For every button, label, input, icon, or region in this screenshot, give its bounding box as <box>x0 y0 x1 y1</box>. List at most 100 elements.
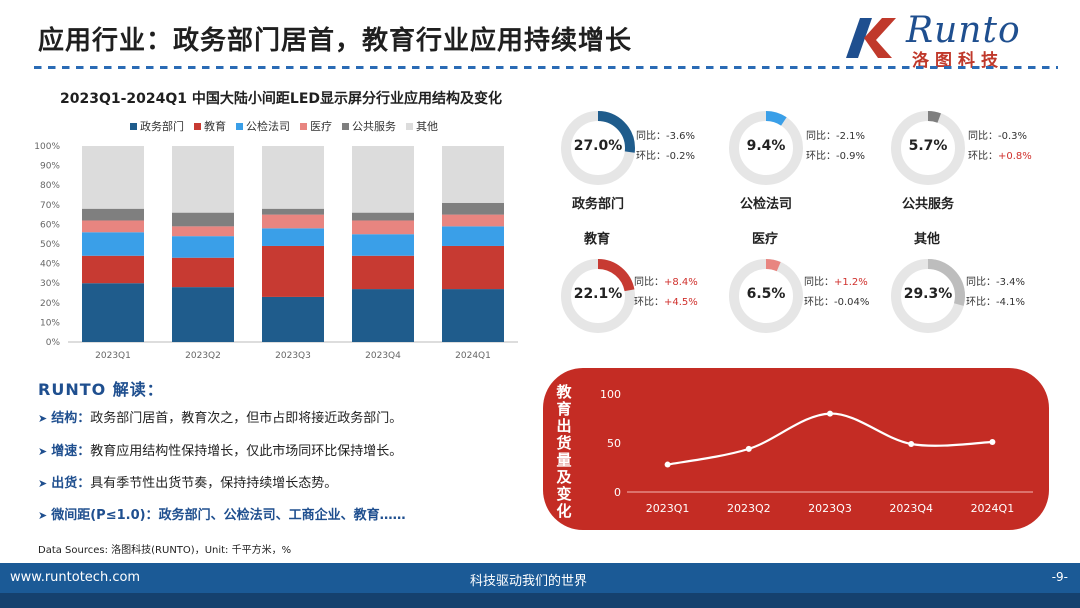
donut-arc <box>891 259 965 333</box>
education-chart-title: 教育出货量及变化 <box>556 383 572 520</box>
donut-name: 教育 <box>584 232 611 247</box>
bar-segment <box>262 214 324 229</box>
footer-url[interactable]: www.runtotech.com <box>10 570 141 585</box>
education-shipment-panel: 教育出货量及变化 0 50 100 2023Q1 2023Q2 2023Q3 2023Q4 2… <box>543 368 1049 530</box>
qoq-stat: 环比：-0.04% <box>804 297 870 308</box>
qoq-stat: 环比：-0.9% <box>806 151 866 162</box>
legend-swatch <box>194 122 201 130</box>
y-tick-label: 100% <box>34 142 60 152</box>
interpretation-bullet: ➤ 增速：教育应用结构性保持增长，仅此市场同环比保持增长。 <box>38 440 402 459</box>
bar-segment <box>172 212 234 227</box>
donut-arc <box>729 111 803 185</box>
footer-band <box>0 563 1080 593</box>
bullet-text: 政务部门居首，教育次之，但市占即将接近政务部门。 <box>90 411 403 426</box>
yoy-stat: 同比：+1.2% <box>804 277 868 288</box>
y-tick-label: 20% <box>40 299 60 309</box>
runto-logo: Runto 洛图科技 <box>842 10 1062 71</box>
bullet-key: 微间距(P≤1.0)： <box>51 508 159 523</box>
bar-segment <box>82 146 144 209</box>
bullet-text: 教育应用结构性保持增长，仅此市场同环比保持增长。 <box>90 444 403 459</box>
donut-value: 9.4% <box>746 138 786 154</box>
donut-name: 其他 <box>914 232 941 247</box>
bar-segment <box>352 234 414 256</box>
legend-label: 公共服务 <box>352 120 396 133</box>
x-tick-label: 2023Q1 <box>646 502 690 515</box>
bullet-text: 具有季节性出货节奏，保持持续增长态势。 <box>90 476 338 491</box>
legend-swatch <box>300 122 307 130</box>
bar-segment <box>442 226 504 246</box>
y-tick-label: 30% <box>40 279 60 289</box>
donut-stats: 同比：-0.3% 环比：+0.8% <box>968 127 1032 167</box>
bar-segment <box>172 257 234 288</box>
donut-chart: 22.1% <box>558 256 638 336</box>
legend-item: 教育 <box>194 118 226 134</box>
donut-stats: 同比：+8.4% 环比：+4.5% <box>634 273 698 313</box>
legend-swatch <box>406 122 413 130</box>
data-source-note: Data Sources: 洛图科技(RUNTO)，Unit: 千平方米，% <box>38 545 292 556</box>
bar-segment <box>442 214 504 227</box>
legend-item: 医疗 <box>300 118 332 134</box>
bar-segment <box>82 232 144 256</box>
donut-arc <box>729 259 803 333</box>
donut-name: 公检法司 <box>740 197 793 212</box>
bar-segment <box>172 226 234 237</box>
x-tick-label: 2023Q4 <box>365 351 401 361</box>
legend-label: 政务部门 <box>140 120 184 133</box>
x-tick-label: 2023Q3 <box>808 502 852 515</box>
bar-segment <box>442 146 504 203</box>
yoy-stat: 同比：-3.4% <box>966 277 1026 288</box>
x-tick-label: 2023Q1 <box>95 351 131 361</box>
donut-value: 22.1% <box>573 286 623 302</box>
bar-segment <box>262 228 324 246</box>
donut-value: 5.7% <box>908 138 948 154</box>
donut-name: 医疗 <box>752 232 779 247</box>
legend-item: 公共服务 <box>342 118 396 134</box>
y-tick-label: 100 <box>600 388 621 401</box>
legend-label: 其他 <box>416 120 438 133</box>
qoq-stat: 环比：+4.5% <box>634 297 698 308</box>
data-point <box>664 461 671 468</box>
donut-name: 公共服务 <box>902 197 955 212</box>
donut-chart: 6.5% <box>726 256 806 336</box>
bullet-arrow-icon: ➤ <box>38 509 48 522</box>
bar-segment <box>442 202 504 215</box>
donut-stats: 同比：-3.4% 环比：-4.1% <box>966 273 1025 313</box>
stack-chart-legend: 政务部门 教育 公检法司 医疗 公共服务 其他 <box>130 118 438 134</box>
interpretation-bullet: ➤ 结构：政务部门居首，教育次之，但市占即将接近政务部门。 <box>38 407 402 426</box>
legend-item: 其他 <box>406 118 438 134</box>
stack-chart-title: 2023Q1-2024Q1 中国大陆小间距LED显示屏分行业应用结构及变化 <box>60 91 503 107</box>
y-tick-label: 50 <box>607 437 621 450</box>
y-tick-label: 40% <box>40 260 60 270</box>
y-tick-label: 10% <box>40 318 60 328</box>
bar-segment <box>352 289 414 342</box>
yoy-stat: 同比：+8.4% <box>634 277 698 288</box>
x-tick-label: 2023Q3 <box>275 351 311 361</box>
interpretation-bullet: ➤ 微间距(P≤1.0)：政务部门、公检法司、工商企业、教育…… <box>38 504 406 523</box>
donut-arc <box>561 111 635 185</box>
bullet-arrow-icon: ➤ <box>38 412 48 425</box>
bar-segment <box>172 236 234 258</box>
y-tick-label: 50% <box>40 240 60 250</box>
legend-item: 公检法司 <box>236 118 290 134</box>
donut-arc <box>891 111 965 185</box>
x-tick-label: 2023Q2 <box>727 502 771 515</box>
y-tick-label: 60% <box>40 220 60 230</box>
bar-segment <box>262 146 324 209</box>
legend-swatch <box>236 122 243 130</box>
bar-segment <box>82 208 144 221</box>
legend-swatch <box>342 122 349 130</box>
runto-logo-icon <box>846 18 896 58</box>
bar-segment <box>262 296 324 342</box>
bar-segment <box>172 146 234 213</box>
x-tick-label: 2023Q2 <box>185 351 221 361</box>
legend-item: 政务部门 <box>130 118 184 134</box>
bullet-arrow-icon: ➤ <box>38 477 48 490</box>
y-tick-label: 0% <box>46 338 61 348</box>
legend-label: 教育 <box>204 120 226 133</box>
interpretation-bullet: ➤ 出货：具有季节性出货节奏，保持持续增长态势。 <box>38 472 337 491</box>
legend-label: 公检法司 <box>246 120 290 133</box>
y-tick-label: 70% <box>40 201 60 211</box>
x-tick-label: 2024Q1 <box>455 351 491 361</box>
yoy-stat: 同比：-2.1% <box>806 131 866 142</box>
interpretation-heading: RUNTO 解读： <box>38 380 164 399</box>
